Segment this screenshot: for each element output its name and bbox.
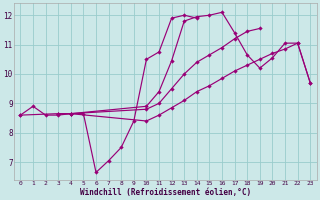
X-axis label: Windchill (Refroidissement éolien,°C): Windchill (Refroidissement éolien,°C) [80, 188, 251, 197]
